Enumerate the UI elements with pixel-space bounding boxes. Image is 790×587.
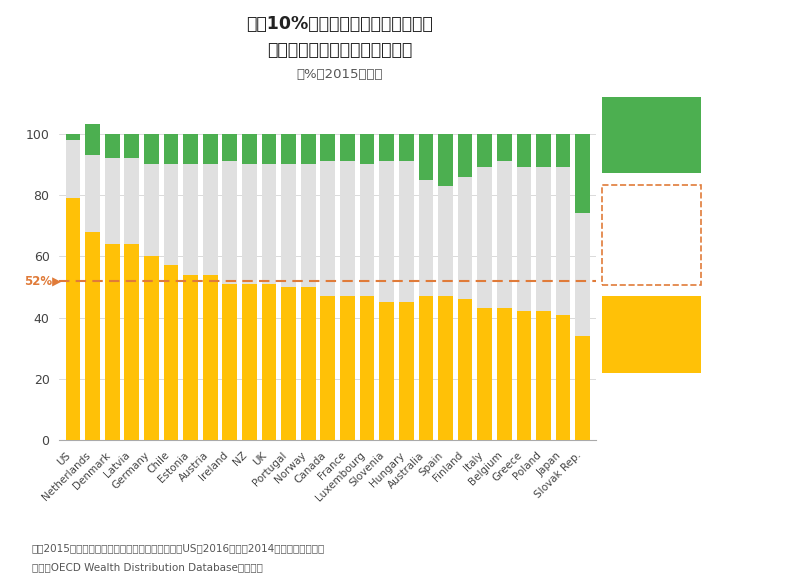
Bar <box>164 164 179 265</box>
Bar <box>203 164 217 275</box>
Bar <box>66 140 81 198</box>
Bar <box>281 134 296 164</box>
Bar <box>203 275 217 440</box>
Bar <box>301 164 315 287</box>
Bar <box>379 161 394 302</box>
Bar <box>497 134 512 161</box>
Bar <box>438 134 453 185</box>
Bar <box>85 155 100 232</box>
Bar <box>301 287 315 440</box>
Bar <box>517 134 531 167</box>
Text: 52%▶: 52%▶ <box>24 274 61 287</box>
Bar <box>340 161 355 296</box>
Bar <box>457 177 472 299</box>
Text: 下你60%の
保有資産の
割合: 下你60%の 保有資産の 割合 <box>608 116 652 154</box>
Bar <box>379 134 394 161</box>
Bar <box>517 312 531 440</box>
Bar <box>517 167 531 312</box>
Bar <box>457 299 472 440</box>
Bar <box>281 164 296 287</box>
Bar <box>556 134 570 167</box>
Bar <box>301 134 315 164</box>
Bar <box>321 296 335 440</box>
Bar <box>203 134 217 164</box>
Bar <box>85 232 100 440</box>
Bar <box>438 296 453 440</box>
Bar <box>261 134 276 164</box>
Bar <box>144 134 159 164</box>
Bar <box>575 134 590 213</box>
Text: 全世帯の保有資産に対する割合: 全世帯の保有資産に対する割合 <box>267 41 412 59</box>
Bar <box>419 134 433 180</box>
Text: 上位10%の富裕層が保有する資産の: 上位10%の富裕層が保有する資産の <box>246 15 433 33</box>
Bar <box>536 134 551 167</box>
Bar <box>144 257 159 440</box>
Bar <box>536 167 551 312</box>
Bar <box>66 198 81 440</box>
Bar <box>105 244 119 440</box>
Bar <box>261 284 276 440</box>
Bar <box>223 284 237 440</box>
Bar <box>223 161 237 284</box>
Bar <box>242 134 257 164</box>
Bar <box>125 134 139 158</box>
Bar <box>359 296 374 440</box>
Bar <box>497 161 512 308</box>
Bar <box>321 134 335 161</box>
Bar <box>321 161 335 296</box>
Bar <box>457 134 472 177</box>
Bar <box>340 296 355 440</box>
Bar <box>164 134 179 164</box>
Text: ＊：2015年もしくは入手可能な最新年のデータ（USは2016年、他2014年の国等がある）: ＊：2015年もしくは入手可能な最新年のデータ（USは2016年、他2014年の… <box>32 543 325 553</box>
Bar <box>85 124 100 155</box>
Bar <box>359 134 374 164</box>
Text: 上位10%の
保有資産の
割合: 上位10%の 保有資産の 割合 <box>608 316 650 353</box>
Bar <box>575 213 590 336</box>
Bar <box>379 302 394 440</box>
Bar <box>419 296 433 440</box>
Text: 資料：OECD Wealth Distribution Databaseより作成: 資料：OECD Wealth Distribution Databaseより作成 <box>32 562 262 572</box>
Bar <box>477 308 492 440</box>
Bar <box>242 284 257 440</box>
Bar <box>556 315 570 440</box>
Text: 28ヵ国平均
上位10%の
保有資産の
割合: 28ヵ国平均 上位10%の 保有資産の 割合 <box>608 209 650 261</box>
Bar <box>281 287 296 440</box>
Bar <box>359 164 374 296</box>
Bar <box>399 161 414 302</box>
Bar <box>575 336 590 440</box>
Bar <box>183 275 198 440</box>
Bar <box>164 265 179 440</box>
Bar <box>125 158 139 244</box>
Bar <box>242 164 257 284</box>
Bar <box>261 164 276 284</box>
Bar <box>399 302 414 440</box>
Bar <box>105 134 119 158</box>
Text: （%、2015年＊）: （%、2015年＊） <box>296 68 383 80</box>
Bar <box>223 134 237 161</box>
Bar <box>477 134 492 167</box>
Bar <box>66 134 81 140</box>
Bar <box>419 180 433 296</box>
Bar <box>183 134 198 164</box>
Bar <box>438 185 453 296</box>
Bar <box>477 167 492 308</box>
Bar <box>340 134 355 161</box>
Bar <box>536 312 551 440</box>
Bar <box>125 244 139 440</box>
Bar <box>105 158 119 244</box>
Bar <box>556 167 570 315</box>
Bar <box>497 308 512 440</box>
Bar <box>144 164 159 257</box>
Bar <box>183 164 198 275</box>
Bar <box>399 134 414 161</box>
